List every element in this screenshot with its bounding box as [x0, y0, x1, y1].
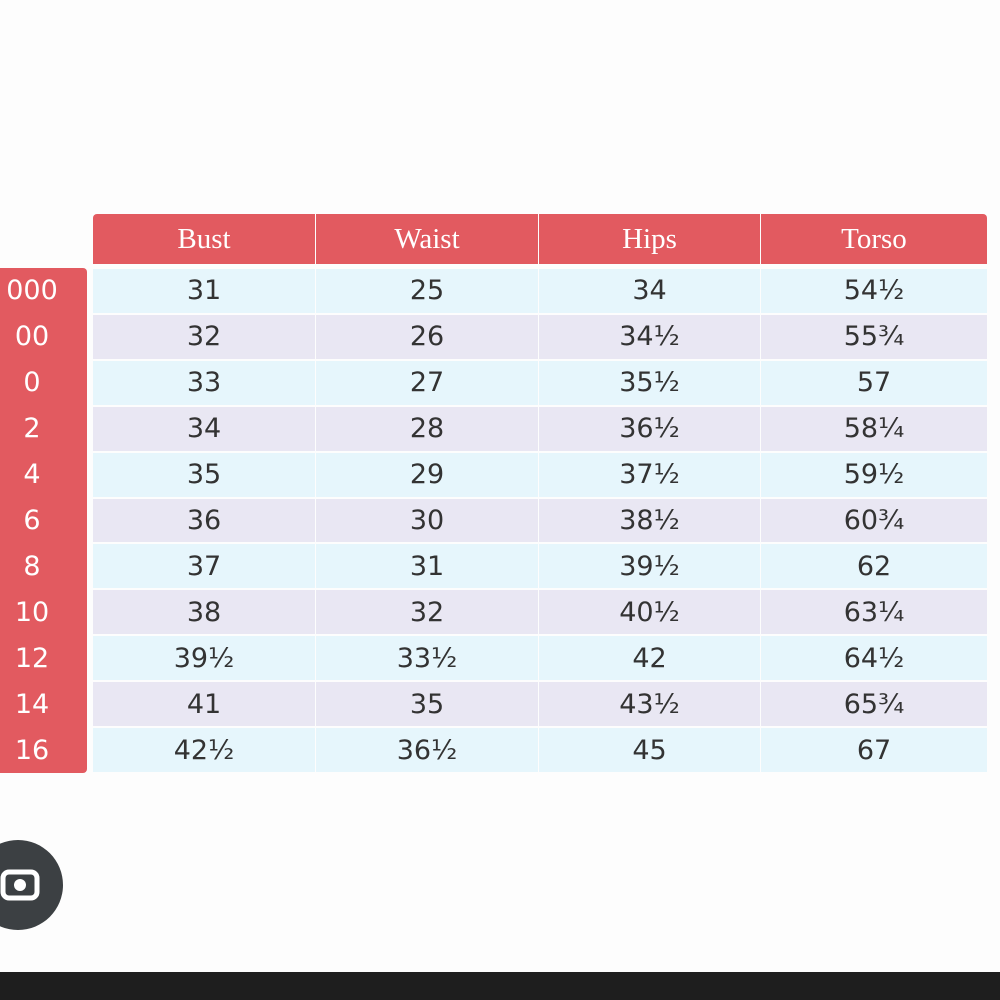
row-label: 00 [14, 321, 50, 353]
row-label-column [0, 268, 87, 773]
table-cell: 29 [316, 452, 538, 497]
table-cell: 36½ [316, 728, 538, 772]
table-cell: 39½ [93, 636, 315, 681]
table-cell: 59½ [761, 452, 987, 497]
table-cell: 28 [316, 406, 538, 451]
table-cell: 35 [93, 452, 315, 497]
row-label: 10 [14, 596, 50, 628]
table-cell: 65¾ [761, 682, 987, 727]
row-label: 16 [14, 734, 50, 766]
row-label: 000 [6, 275, 58, 307]
table-cell: 41 [93, 682, 315, 727]
table-cell: 27 [316, 360, 538, 405]
lens-button[interactable] [0, 840, 63, 930]
table-cell: 62 [761, 544, 987, 589]
table-cell: 32 [93, 314, 315, 359]
table-cell: 40½ [539, 590, 760, 635]
row-label: 6 [23, 504, 41, 536]
table-cell: 58¼ [761, 406, 987, 451]
table-cell: 34 [539, 269, 760, 313]
table-cell: 31 [93, 269, 315, 313]
row-label: 12 [14, 642, 50, 674]
table-cell: 35½ [539, 360, 760, 405]
table-cell: 38½ [539, 498, 760, 543]
table-cell: 36 [93, 498, 315, 543]
bottom-bar [0, 972, 1000, 1000]
table-cell: 31 [316, 544, 538, 589]
table-cell: 43½ [539, 682, 760, 727]
table-cell: 35 [316, 682, 538, 727]
row-label: 2 [23, 413, 41, 445]
table-cell: 36½ [539, 406, 760, 451]
table-cell: 33 [93, 360, 315, 405]
table-cell: 32 [316, 590, 538, 635]
table-cell: 34 [93, 406, 315, 451]
row-label: 0 [23, 367, 41, 399]
table-cell: 37 [93, 544, 315, 589]
lens-icon [0, 869, 40, 901]
table-cell: 34½ [539, 314, 760, 359]
table-cell: 42½ [93, 728, 315, 772]
column-header: Waist [316, 214, 538, 264]
table-cell: 38 [93, 590, 315, 635]
table-cell: 67 [761, 728, 987, 772]
table-cell: 37½ [539, 452, 760, 497]
column-header: Hips [539, 214, 760, 264]
table-cell: 55¾ [761, 314, 987, 359]
table-cell: 54½ [761, 269, 987, 313]
table-cell: 25 [316, 269, 538, 313]
row-label: 14 [14, 688, 50, 720]
column-header: Torso [761, 214, 987, 264]
table-cell: 42 [539, 636, 760, 681]
table-cell: 63¼ [761, 590, 987, 635]
column-header: Bust [93, 214, 315, 264]
table-cell: 33½ [316, 636, 538, 681]
table-cell: 39½ [539, 544, 760, 589]
table-cell: 57 [761, 360, 987, 405]
row-label: 8 [23, 550, 41, 582]
table-cell: 26 [316, 314, 538, 359]
table-cell: 60¾ [761, 498, 987, 543]
row-label: 4 [23, 459, 41, 491]
table-cell: 30 [316, 498, 538, 543]
table-cell: 64½ [761, 636, 987, 681]
table-cell: 45 [539, 728, 760, 772]
